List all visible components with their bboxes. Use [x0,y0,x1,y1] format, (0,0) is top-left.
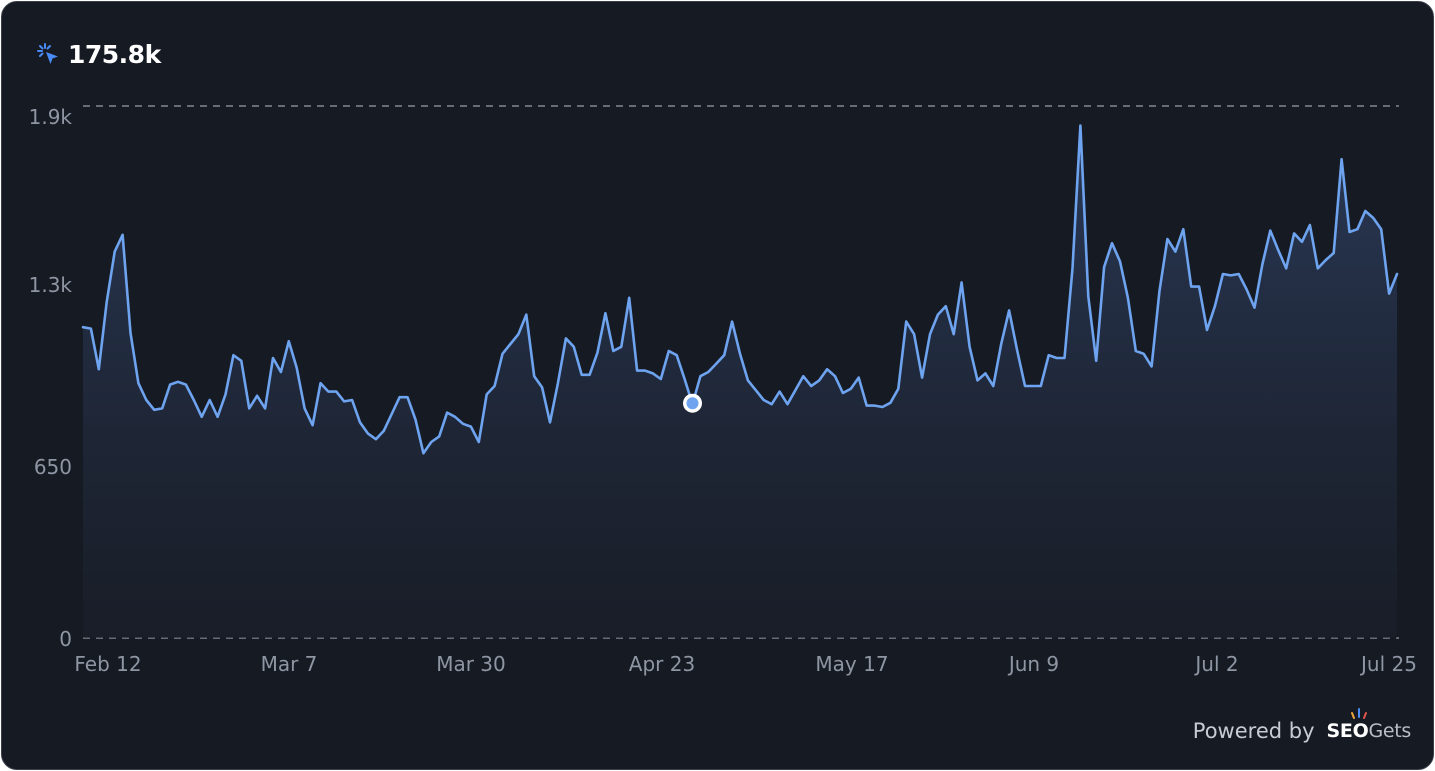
metric-value: 175.8k [68,40,161,69]
x-tick-label: Jun 9 [1007,652,1059,676]
x-tick-label: Apr 23 [629,652,695,676]
x-tick-label: Jul 2 [1193,652,1238,676]
brand-seo-text: SEO [1326,720,1369,742]
highlight-point [686,397,699,410]
logo-sparks-icon [1350,708,1367,719]
y-tick-label: 1.9k [29,105,73,129]
x-tick-label: Mar 7 [261,652,318,676]
x-tick-label: Jul 25 [1359,652,1417,676]
seogets-logo[interactable]: SEOGets [1326,708,1411,742]
click-cursor-icon [37,42,58,64]
series-line [81,124,1399,455]
powered-by-label: Powered by [1192,719,1315,743]
powered-by-footer: Powered by SEOGets [1192,708,1411,743]
series-area [83,125,1397,639]
y-tick-label: 650 [34,455,72,479]
x-tick-label: Feb 12 [74,652,141,676]
y-tick-label: 0 [59,627,72,651]
x-tick-label: Mar 30 [436,652,506,676]
x-tick-label: May 17 [815,652,888,676]
metric-header: 175.8k [36,40,161,69]
y-tick-label: 1.3k [29,273,73,297]
brand-gets-text: Gets [1368,720,1411,742]
